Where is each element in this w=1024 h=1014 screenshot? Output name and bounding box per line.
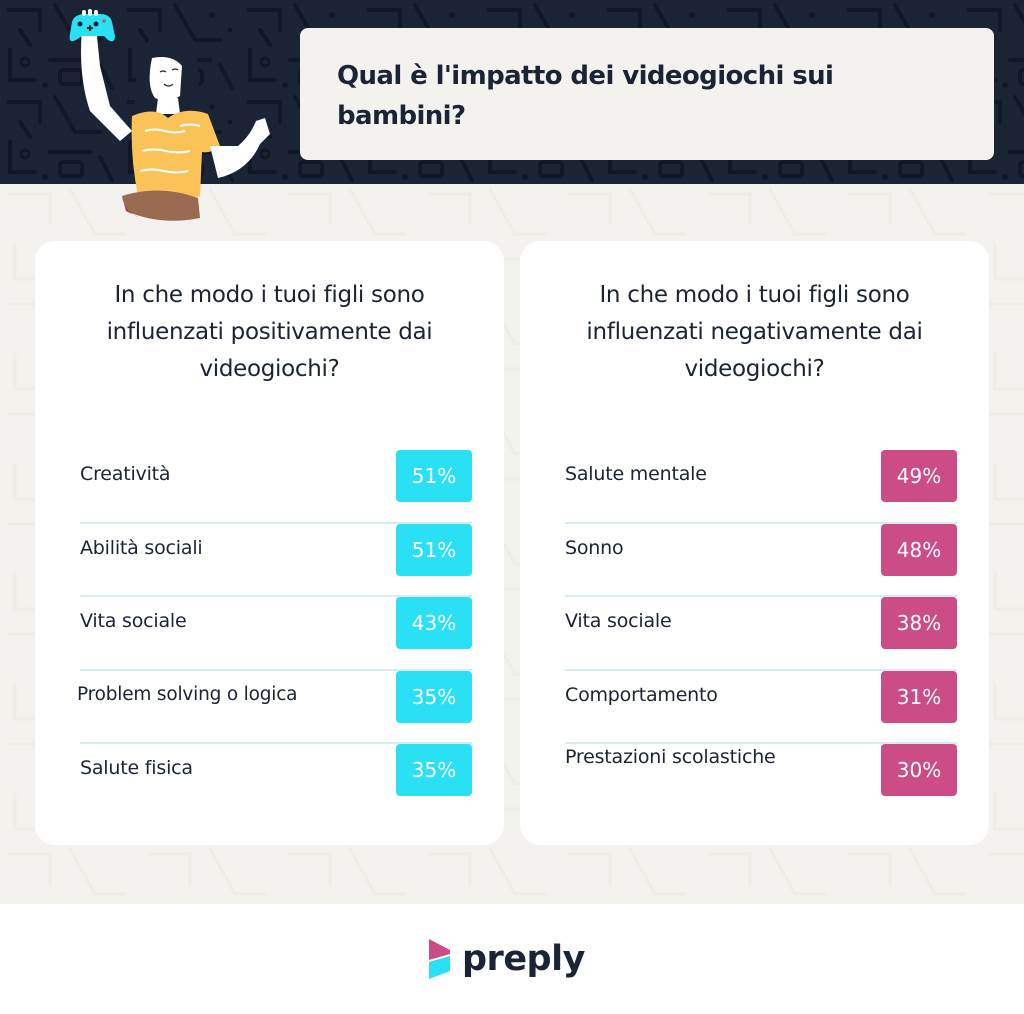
item-label: Comportamento <box>565 683 718 706</box>
game-controller-icon <box>69 9 115 42</box>
list-item: Salute fisica 35% <box>80 744 472 818</box>
percentage-badge: 30% <box>881 744 957 796</box>
brand-name: preply <box>462 939 585 979</box>
item-label: Creatività <box>80 463 171 485</box>
list-item: Vita sociale 43% <box>80 597 472 671</box>
item-label: Salute fisica <box>80 757 193 779</box>
item-label: Vita sociale <box>80 610 187 632</box>
percentage-badge: 49% <box>881 450 957 502</box>
item-label: Salute mentale <box>565 463 707 485</box>
positive-question: In che modo i tuoi figli sono influenzat… <box>106 282 433 382</box>
percentage-badge: 35% <box>396 744 472 796</box>
list-item: Abilità sociali 51% <box>80 523 472 597</box>
preply-logo-icon <box>429 939 450 979</box>
list-item: Sonno 48% <box>565 523 957 597</box>
percentage-badge: 43% <box>396 597 472 649</box>
percentage-badge: 35% <box>396 670 472 723</box>
list-item: Comportamento 31% <box>565 670 957 744</box>
footer <box>0 904 1024 1014</box>
positive-impact-card: In che modo i tuoi figli sono influenzat… <box>35 241 504 845</box>
preply-logo[interactable]: preply <box>428 938 585 980</box>
list-item: Salute mentale 49% <box>565 450 957 524</box>
item-label: Vita sociale <box>565 610 672 632</box>
negative-impact-card: In che modo i tuoi figli sono influenzat… <box>520 241 989 845</box>
percentage-badge: 38% <box>881 597 957 649</box>
percentage-badge: 51% <box>396 450 472 502</box>
negative-list: Salute mentale 49% Sonno 48% Vita social… <box>565 450 957 818</box>
item-label: Sonno <box>565 536 624 559</box>
list-item: Vita sociale 38% <box>565 597 957 671</box>
negative-question: In che modo i tuoi figli sono influenzat… <box>586 282 923 382</box>
item-label: Prestazioni scolastiche <box>565 746 776 768</box>
item-label: Abilità sociali <box>80 536 203 559</box>
list-item: Problem solving o logica 35% <box>77 670 472 744</box>
percentage-badge: 51% <box>396 523 472 576</box>
title-card: Qual è l'impatto dei videogiochi sui bam… <box>300 28 994 160</box>
item-label: Problem solving o logica <box>77 683 298 705</box>
list-item: Creatività 51% <box>80 450 472 524</box>
page-title: Qual è l'impatto dei videogiochi sui bam… <box>337 61 834 131</box>
positive-list: Creatività 51% Abilità sociali 51% Vita … <box>77 450 472 818</box>
percentage-badge: 31% <box>881 670 957 723</box>
woman-holding-game-controller-illustration <box>69 9 270 221</box>
percentage-badge: 48% <box>881 523 957 576</box>
list-item: Prestazioni scolastiche 30% <box>565 744 957 818</box>
